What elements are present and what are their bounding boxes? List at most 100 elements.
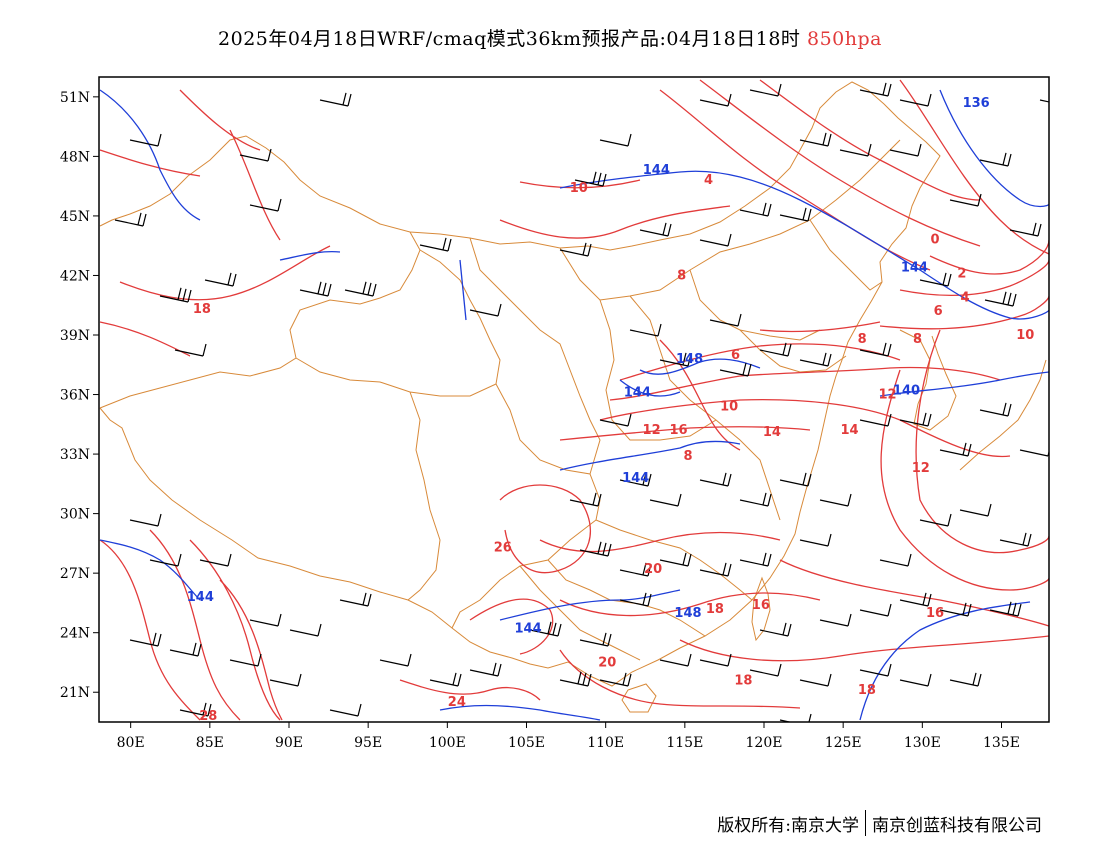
temp-contour (519, 179, 641, 189)
wind-barb (599, 133, 632, 147)
temp-contour (759, 321, 881, 333)
height-contour (459, 259, 467, 321)
height-label: 148 (676, 352, 703, 367)
inner-mongolia-boundary (559, 139, 901, 301)
wind-barb (249, 198, 282, 212)
tibet-sichuan-boundary (407, 391, 441, 601)
lon-tick-label: 80E (117, 735, 145, 751)
lat-tick-label: 36N (60, 388, 90, 404)
wind-barb (709, 313, 742, 327)
lat-tick-label: 45N (60, 209, 90, 225)
province-boundaries (99, 81, 1047, 713)
wind-barb (629, 323, 662, 337)
wind-barb (559, 242, 592, 257)
yunnan-guizhou-boundary (547, 559, 706, 637)
wind-barb (699, 472, 732, 487)
wind-barb (129, 632, 162, 647)
wind-barb (239, 148, 272, 162)
temp-contour (929, 239, 1049, 275)
wind-barb (799, 533, 832, 547)
wind-barb (1019, 449, 1049, 457)
wind-barb (939, 442, 972, 457)
wind-barb (289, 623, 322, 637)
south-boundary (595, 519, 753, 601)
wind-barb (179, 702, 212, 717)
wind-barb (129, 133, 162, 147)
northeast-boundary (809, 219, 883, 291)
wind-barb (699, 93, 732, 107)
height-contour (559, 170, 1049, 320)
lon-tick-label: 110E (587, 735, 624, 751)
wind-barb (979, 402, 1012, 417)
temp-contour (559, 592, 821, 617)
wind-barb (949, 672, 982, 687)
taiwan-outline (751, 576, 771, 642)
height-label: 144 (187, 590, 214, 605)
wind-barb (899, 412, 932, 427)
temp-contour (899, 259, 1049, 297)
temperature-label: 10 (720, 399, 738, 414)
temp-contour (99, 321, 191, 357)
lon-tick-label: 105E (508, 735, 545, 751)
temperature-label: 16 (669, 423, 687, 438)
temp-contour (499, 484, 591, 574)
wind-barb (419, 237, 452, 252)
wind-barb (739, 202, 772, 217)
wind-barb (169, 642, 202, 657)
title-main: 2025年04月18日WRF/cmaq模式36km预报产品:04月18日18时 (218, 28, 801, 50)
temp-contour (119, 245, 331, 301)
qinghai-boundary (295, 249, 501, 397)
temp-contour (499, 205, 731, 239)
wind-barb (799, 132, 832, 147)
height-label: 144 (622, 471, 649, 486)
height-label: 144 (901, 260, 928, 275)
wind-barb (919, 513, 952, 527)
wind-barb (1009, 222, 1042, 237)
wind-barb (919, 272, 952, 287)
wind-barb (129, 513, 162, 527)
wind-barb (659, 552, 692, 567)
temp-contour (679, 635, 1049, 662)
temp-contour (880, 369, 1049, 591)
temperature-label: 28 (199, 709, 217, 724)
height-contour (559, 440, 741, 471)
temp-contour (659, 339, 741, 451)
wind-barb (699, 653, 732, 667)
temperature-label: 0 (930, 233, 939, 248)
lat-tick-label: 21N (60, 685, 90, 701)
temperature-label: 12 (912, 461, 930, 476)
shandong-boundary (739, 329, 847, 373)
wind-barb (779, 207, 812, 222)
height-contour (619, 379, 681, 397)
lon-tick-label: 115E (666, 735, 703, 751)
wind-barb (344, 281, 377, 297)
wind-barb (529, 621, 562, 637)
lon-tick-label: 135E (983, 735, 1020, 751)
wind-barb (269, 673, 302, 687)
footer: 版权所有:南京大学 南京创蓝科技有限公司 (717, 810, 1042, 836)
temperature-label: 16 (752, 598, 770, 613)
wind-barb (979, 152, 1012, 167)
temperature-label: 10 (570, 181, 588, 196)
temp-contour (229, 129, 281, 241)
temp-contour (99, 149, 201, 177)
temperature-label: 20 (598, 655, 616, 670)
wind-barb (149, 553, 182, 567)
height-contour (279, 250, 341, 261)
temperature-label: 2 (957, 266, 966, 281)
temperature-label: 8 (913, 332, 922, 347)
lat-tick-label: 24N (60, 626, 90, 642)
wind-barb (899, 673, 932, 687)
temp-contour (915, 329, 1049, 554)
lon-tick-label: 100E (429, 735, 466, 751)
lon-tick-label: 85E (196, 735, 224, 751)
lon-tick-label: 90E (275, 735, 303, 751)
wind-barb (159, 287, 192, 303)
temperature-label: 4 (961, 290, 970, 305)
wind-barb (574, 171, 607, 187)
temperature-label: 12 (878, 388, 896, 403)
temp-contour (179, 89, 261, 151)
wind-barb (639, 222, 672, 237)
